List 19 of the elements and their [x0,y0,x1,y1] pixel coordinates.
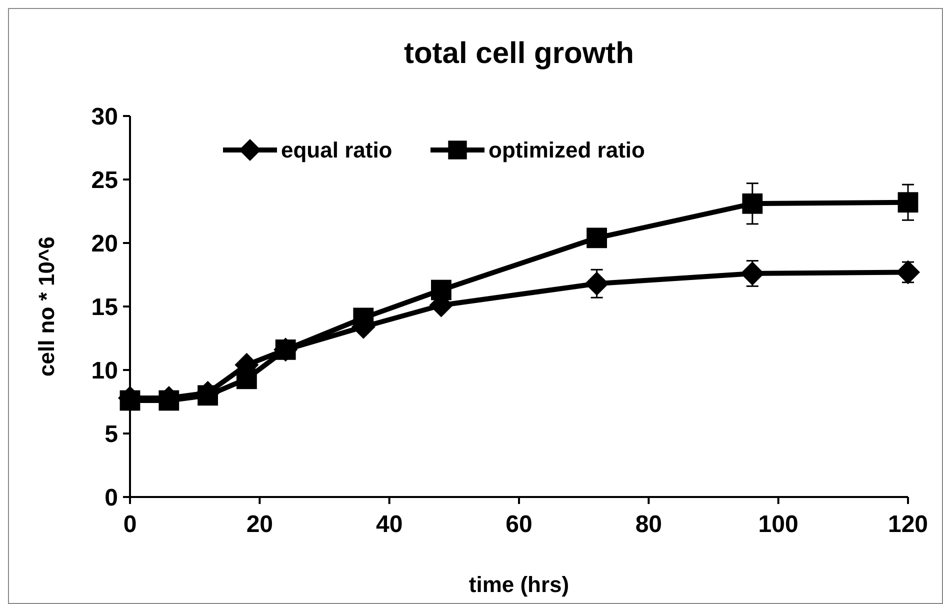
y-axis-title: cell no * 10^6 [34,236,59,377]
y-tick-label: 10 [91,357,118,384]
y-tick-label: 15 [91,294,118,321]
x-tick-label: 120 [888,511,928,538]
x-axis-title: time (hrs) [468,572,570,597]
y-tick-label: 30 [91,103,118,130]
x-tick-label: 20 [246,511,274,538]
y-tick-label: 0 [104,484,118,512]
x-tick-label: 80 [635,511,662,538]
y-tick-label: 20 [91,230,118,258]
legend-label: optimized ratio [488,138,645,163]
x-tick-label: 60 [506,511,532,538]
chart-title: total cell growth [404,37,634,70]
y-tick-label: 25 [91,166,118,194]
x-tick-label: 0 [123,511,137,538]
y-tick-label: 5 [104,420,118,448]
x-tick-label: 100 [758,511,798,538]
x-tick-label: 40 [376,511,403,538]
legend-label: equal ratio [281,138,392,163]
